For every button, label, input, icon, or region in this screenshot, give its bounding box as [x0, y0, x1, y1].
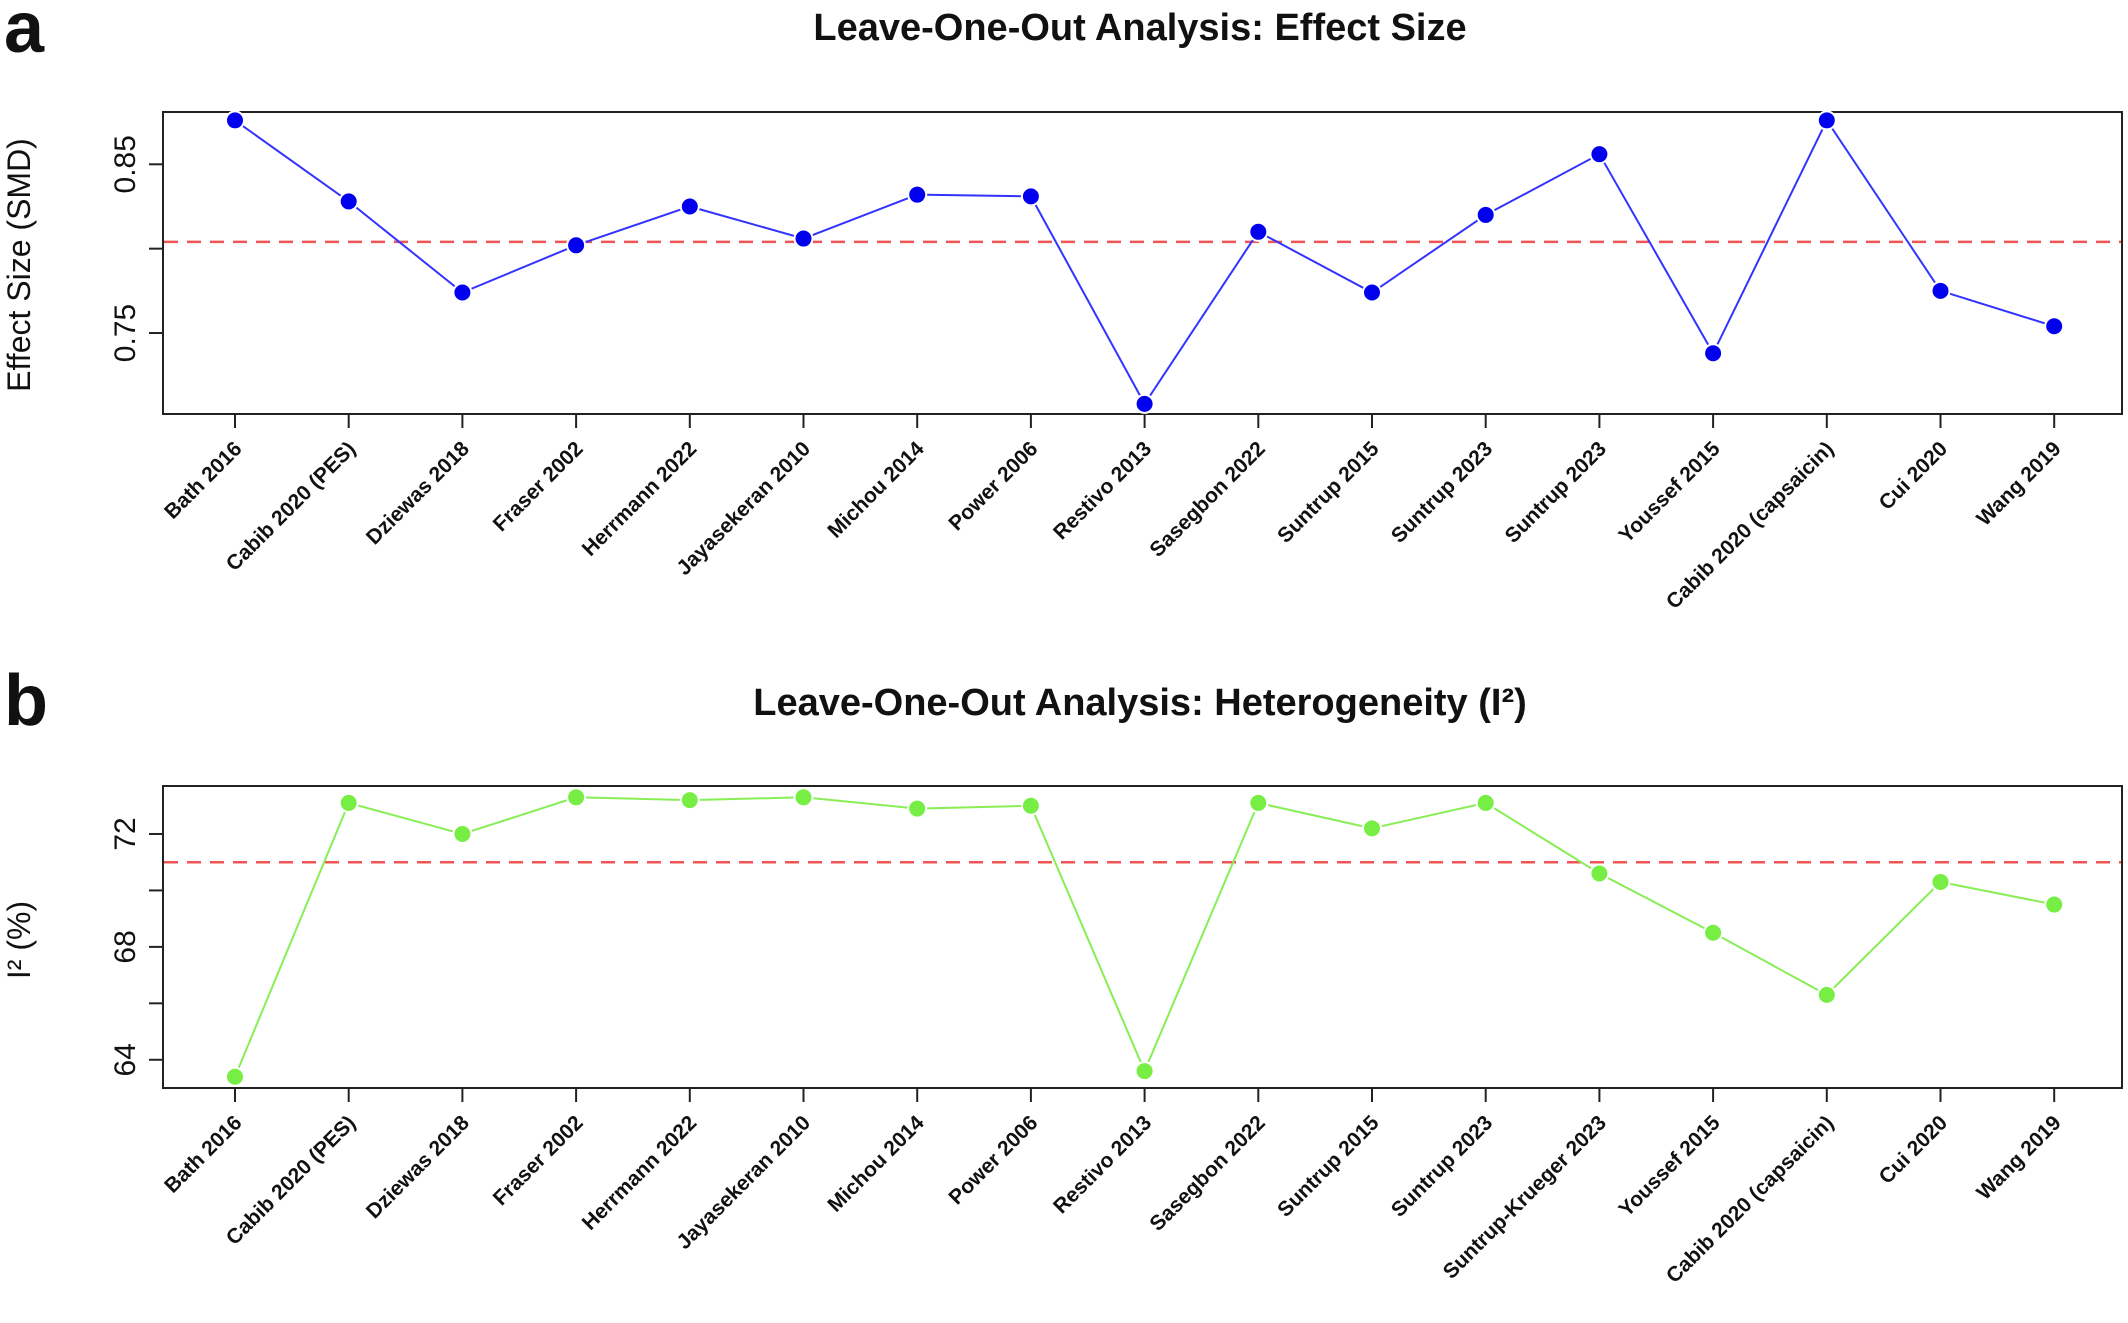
data-point	[225, 1066, 245, 1087]
x-tick-label: Restivo 2013	[1049, 1111, 1156, 1218]
data-point	[793, 787, 814, 808]
x-tick-label: Sasegbon 2022	[1145, 437, 1269, 561]
data-point	[1589, 863, 1610, 884]
data-point	[1134, 393, 1155, 414]
data-point	[679, 790, 700, 811]
data-point	[679, 196, 700, 217]
panel-b: b Leave-One-Out Analysis: Heterogeneity …	[1, 661, 2123, 1288]
plot-frame-b	[162, 785, 2123, 1089]
x-tick-label: Suntrup 2015	[1273, 437, 1384, 548]
x-tick-label: Restivo 2013	[1049, 437, 1156, 544]
x-tick-label: Suntrup 2023	[1387, 1111, 1497, 1221]
x-tick-label: Michou 2014	[823, 437, 929, 543]
data-point	[1930, 280, 1951, 301]
x-tick-label: Suntrup 2023	[1501, 437, 1611, 547]
y-tick-label: 0.85	[109, 135, 142, 193]
y-axis-b: 64 68 72	[109, 817, 163, 1076]
x-tick-label: Bath 2016	[160, 437, 246, 523]
data-point	[2044, 316, 2065, 337]
x-tick-label: Herrmann 2022	[578, 1111, 702, 1235]
data-point	[1816, 110, 1837, 131]
data-point	[907, 184, 928, 205]
x-tick-label: Fraser 2002	[489, 1111, 588, 1210]
x-tick-label: Michou 2014	[823, 1111, 929, 1217]
data-point	[1248, 792, 1269, 813]
panel-a: a Leave-One-Out Analysis: Effect Size Ef…	[1, 0, 2123, 614]
series-a	[164, 110, 2121, 414]
panel-letter-a: a	[4, 0, 45, 68]
y-axis-label-b: I² (%)	[1, 901, 37, 979]
data-point	[452, 282, 473, 303]
series-line	[234, 796, 2055, 1078]
data-point	[1020, 186, 1041, 207]
data-point	[1248, 221, 1269, 242]
data-point	[1020, 795, 1041, 816]
data-point	[338, 191, 359, 212]
x-tick-label: Cui 2020	[1875, 437, 1952, 514]
x-tick-label: Power 2006	[944, 1111, 1042, 1209]
data-point	[1134, 1061, 1155, 1082]
y-tick-label: 72	[109, 817, 142, 850]
x-tick-label: Bath 2016	[160, 1111, 246, 1197]
x-tick-label: Cabib 2020 (PES)	[222, 1111, 360, 1249]
chart-title-b: Leave-One-Out Analysis: Heterogeneity (I…	[753, 682, 1527, 724]
y-axis-a: 0.75 0.85	[109, 135, 163, 362]
x-tick-label: Youssef 2015	[1615, 1111, 1725, 1221]
plot-frame-a	[162, 111, 2123, 415]
x-tick-label: Cabib 2020 (PES)	[222, 437, 360, 575]
data-point	[2044, 894, 2065, 915]
data-point	[1816, 984, 1837, 1005]
data-point	[1362, 282, 1382, 303]
data-point	[452, 823, 473, 844]
data-point	[1362, 818, 1382, 839]
x-tick-label: Dziewas 2018	[362, 1111, 474, 1223]
data-point	[1589, 144, 1610, 165]
x-tick-label: Power 2006	[944, 437, 1042, 535]
data-point	[793, 228, 814, 249]
series-line	[234, 118, 2055, 406]
chart-title-a: Leave-One-Out Analysis: Effect Size	[813, 7, 1466, 49]
y-tick-label: 0.75	[109, 304, 142, 362]
x-tick-label: Suntrup 2023	[1387, 437, 1497, 547]
data-point	[1703, 922, 1724, 943]
data-point	[1475, 792, 1496, 813]
x-tick-label: Wang 2019	[1972, 1111, 2065, 1204]
x-tick-label: Fraser 2002	[489, 437, 588, 536]
data-point	[1475, 204, 1496, 225]
data-point	[338, 792, 359, 813]
y-tick-label: 68	[109, 930, 142, 963]
series-b	[164, 787, 2121, 1087]
panel-letter-b: b	[4, 661, 48, 741]
x-tick-label: Wang 2019	[1972, 437, 2065, 530]
data-point	[566, 787, 587, 808]
y-tick-label: 64	[109, 1043, 142, 1076]
x-tick-label: Herrmann 2022	[578, 437, 702, 561]
x-tick-label: Suntrup 2015	[1273, 1111, 1384, 1222]
data-point	[225, 110, 245, 131]
data-point	[907, 798, 928, 819]
x-tick-label: Cui 2020	[1875, 1111, 1952, 1188]
x-tick-label: Youssef 2015	[1615, 437, 1725, 547]
x-tick-label: Sasegbon 2022	[1145, 1111, 1269, 1235]
y-axis-label-a: Effect Size (SMD)	[1, 138, 37, 392]
x-tick-label: Dziewas 2018	[362, 437, 474, 549]
data-point	[566, 235, 587, 256]
data-point	[1703, 343, 1724, 364]
data-point	[1930, 871, 1951, 892]
